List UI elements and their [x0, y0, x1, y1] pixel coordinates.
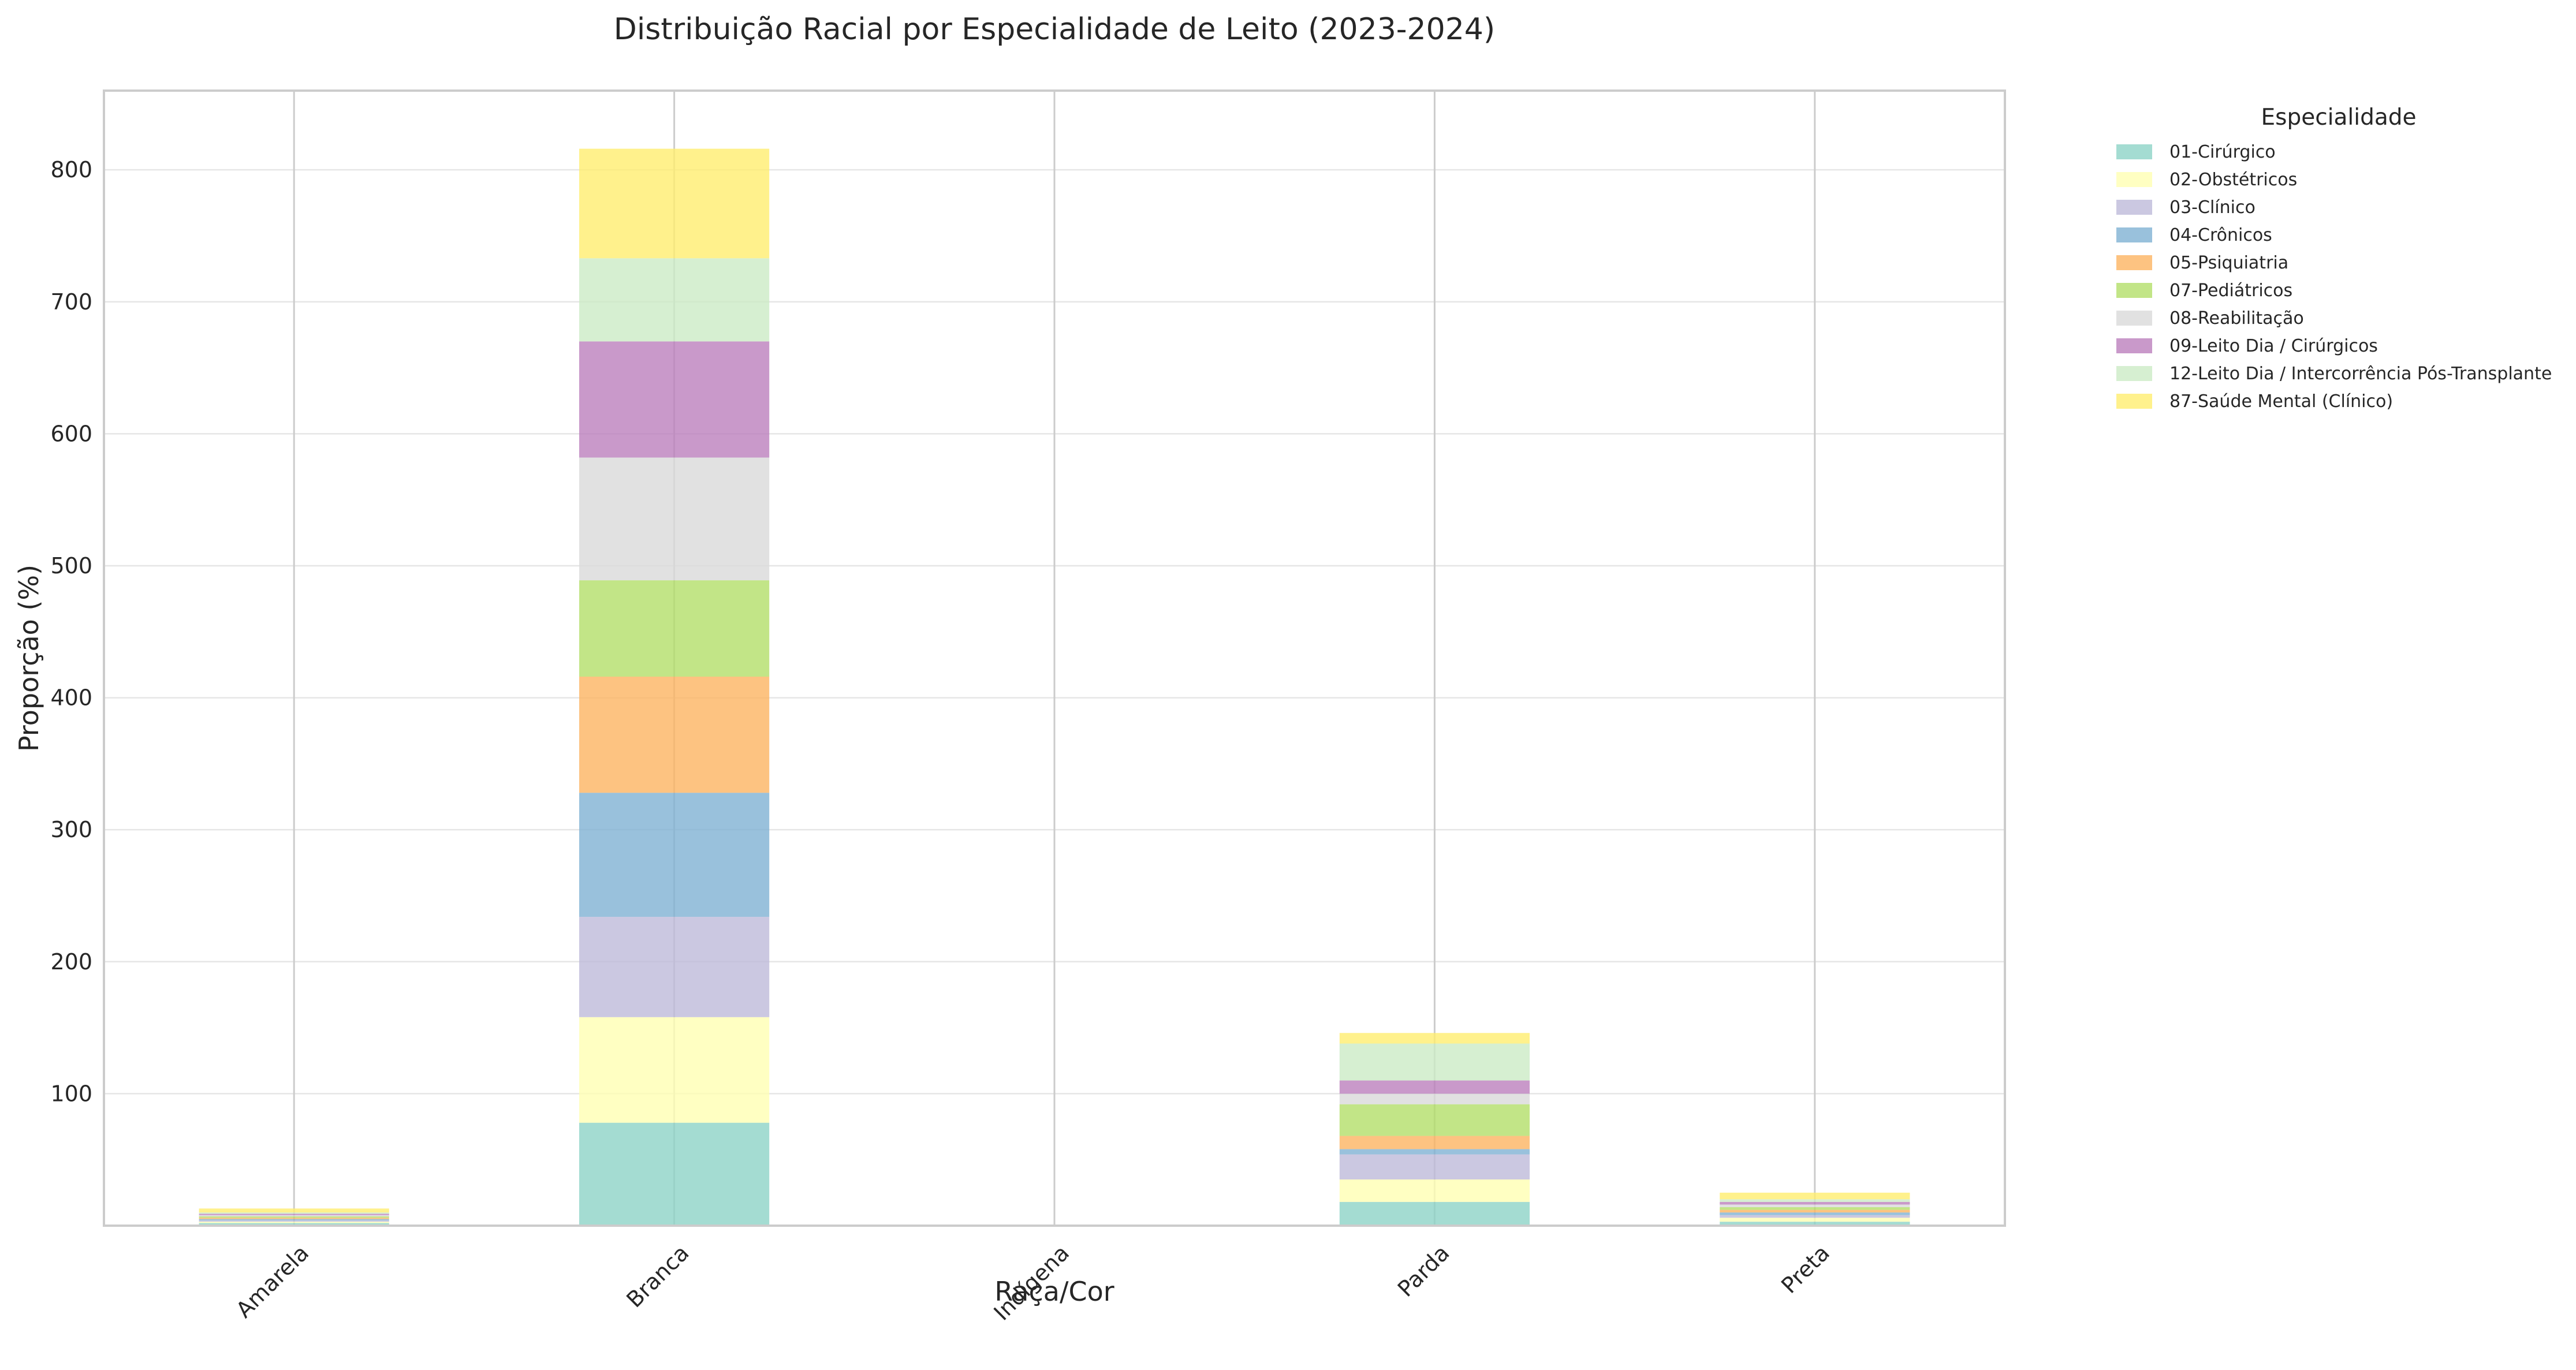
bar-segment — [579, 917, 770, 1017]
bar-segment — [1339, 1149, 1530, 1155]
bar-segment — [1720, 1207, 1910, 1210]
y-tick-label: 500 — [50, 553, 92, 578]
x-tick-label: Parda — [1393, 1240, 1455, 1302]
bar-segment — [579, 457, 770, 581]
bar-segment — [579, 1122, 770, 1226]
legend-swatch — [2116, 172, 2152, 187]
legend-label: 12-Leito Dia / Intercorrência Pós-Transp… — [2169, 364, 2552, 384]
x-tick-label: Preta — [1776, 1240, 1835, 1298]
legend-label: 08-Reabilitação — [2169, 308, 2304, 328]
bar-segment — [199, 1220, 389, 1222]
legend-label: 04-Crônicos — [2169, 225, 2272, 245]
x-axis-label: Raça/Cor — [994, 1276, 1114, 1307]
bar-segment — [199, 1214, 389, 1215]
bar-segment — [1720, 1199, 1910, 1202]
bar-segment — [579, 793, 770, 917]
bar-segment — [199, 1219, 389, 1220]
legend-swatch — [2116, 366, 2152, 381]
bar-segment — [199, 1212, 389, 1214]
y-tick-label: 600 — [50, 421, 92, 446]
bar-segment — [1720, 1215, 1910, 1218]
bar-segment — [579, 341, 770, 458]
legend-title: Especialidade — [2261, 104, 2417, 130]
bar-segment — [579, 1017, 770, 1123]
legend-swatch — [2116, 338, 2152, 353]
bar-segment — [199, 1215, 389, 1216]
bar-segment — [1720, 1222, 1910, 1226]
y-tick-label: 700 — [50, 289, 92, 315]
legend-label: 05-Psiquiatria — [2169, 253, 2288, 273]
bar-segment — [1339, 1201, 1530, 1226]
legend-swatch — [2116, 394, 2152, 409]
legend-label: 07-Pediátricos — [2169, 281, 2292, 301]
legend-label: 03-Clínico — [2169, 197, 2256, 218]
plot-frame — [103, 89, 2006, 1227]
bars-layer — [199, 148, 1910, 1226]
bar-segment — [1720, 1192, 1910, 1200]
legend-label: 09-Leito Dia / Cirúrgicos — [2169, 336, 2378, 356]
bar-segment — [1339, 1136, 1530, 1149]
bar-segment — [1720, 1204, 1910, 1207]
x-tick-label: Amarela — [231, 1240, 314, 1323]
bar-segment — [1339, 1033, 1530, 1044]
y-axis-label: Proporção (%) — [13, 565, 44, 752]
bar-segment — [1720, 1210, 1910, 1213]
bar-segment — [199, 1208, 389, 1213]
legend-label: 87-Saúde Mental (Clínico) — [2169, 391, 2393, 412]
chart-title: Distribuição Racial por Especialidade de… — [614, 12, 1495, 47]
legend-swatch — [2116, 227, 2152, 242]
x-tick-label: Branca — [621, 1240, 694, 1312]
legend-swatch — [2116, 311, 2152, 326]
bar-segment — [1720, 1218, 1910, 1222]
bar-segment — [199, 1222, 389, 1223]
y-tick-label: 400 — [50, 685, 92, 711]
bar-segment — [1339, 1080, 1530, 1094]
grid-layer — [104, 91, 2005, 1226]
legend-label: 01-Cirúrgico — [2169, 142, 2276, 162]
y-tick-label: 300 — [50, 817, 92, 842]
bar-segment — [199, 1223, 389, 1226]
bar-segment — [199, 1216, 389, 1218]
bar-segment — [1339, 1104, 1530, 1136]
bar-segment — [1339, 1043, 1530, 1081]
legend-swatch — [2116, 255, 2152, 270]
y-tick-label: 800 — [50, 157, 92, 182]
bar-segment — [1720, 1201, 1910, 1205]
legend-swatch — [2116, 283, 2152, 298]
y-tick-label: 100 — [50, 1081, 92, 1106]
bar-segment — [579, 258, 770, 342]
legend-swatch — [2116, 200, 2152, 215]
bar-segment — [199, 1218, 389, 1219]
bar-segment — [579, 677, 770, 793]
legend: Especialidade 01-Cirúrgico 02-Obstétricos… — [2116, 104, 2552, 412]
bar-segment — [1339, 1179, 1530, 1202]
bar-segment — [579, 148, 770, 259]
y-tick-label: 200 — [50, 949, 92, 975]
bar-segment — [1339, 1154, 1530, 1179]
legend-swatch — [2116, 144, 2152, 159]
bar-segment — [1339, 1093, 1530, 1104]
y-axis-ticks: 100 200 300 400 500 600 700 800 — [50, 157, 92, 1106]
bar-segment — [1720, 1212, 1910, 1215]
legend-label: 02-Obstétricos — [2169, 170, 2297, 190]
bar-segment — [579, 580, 770, 677]
